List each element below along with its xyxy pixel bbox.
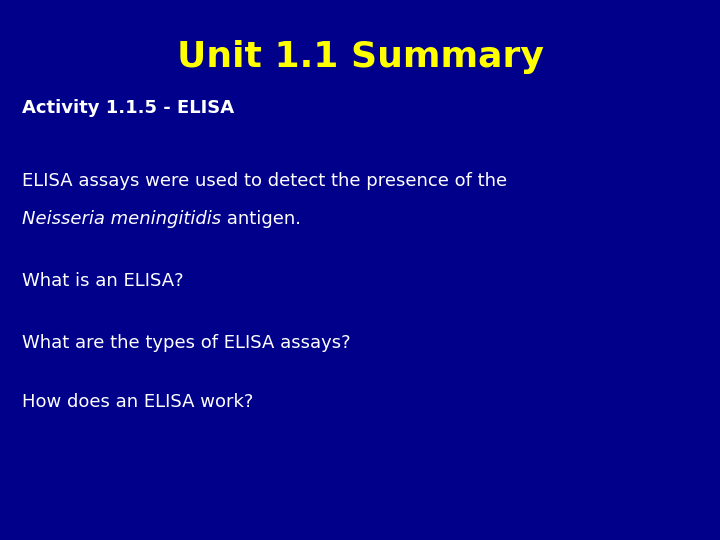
- Text: Neisseria meningitidis: Neisseria meningitidis: [22, 210, 221, 228]
- Text: How does an ELISA work?: How does an ELISA work?: [22, 393, 253, 411]
- Text: What are the types of ELISA assays?: What are the types of ELISA assays?: [22, 334, 350, 352]
- Text: What is an ELISA?: What is an ELISA?: [22, 272, 183, 290]
- Text: Activity 1.1.5 - ELISA: Activity 1.1.5 - ELISA: [22, 99, 234, 117]
- Text: antigen.: antigen.: [221, 210, 301, 228]
- Text: ELISA assays were used to detect the presence of the: ELISA assays were used to detect the pre…: [22, 172, 507, 190]
- Text: Unit 1.1 Summary: Unit 1.1 Summary: [176, 40, 544, 73]
